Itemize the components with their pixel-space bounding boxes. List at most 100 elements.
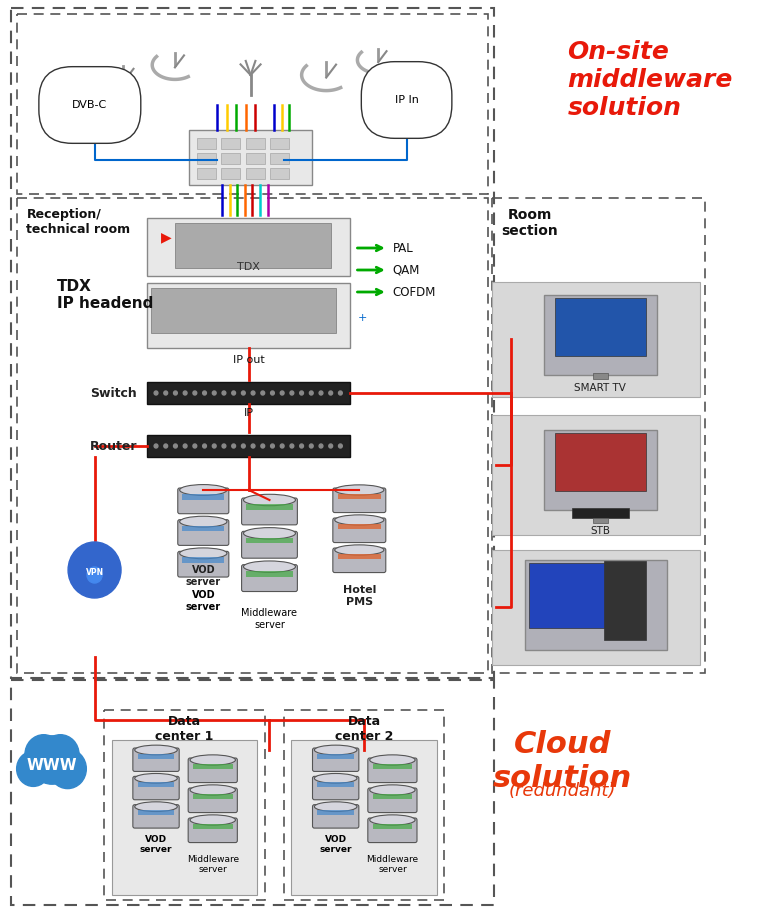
Text: Reception/
technical room: Reception/ technical room <box>27 208 131 236</box>
FancyBboxPatch shape <box>246 571 293 577</box>
FancyBboxPatch shape <box>178 552 229 577</box>
Ellipse shape <box>190 785 236 795</box>
Circle shape <box>261 391 264 395</box>
FancyBboxPatch shape <box>178 488 229 514</box>
FancyBboxPatch shape <box>133 776 179 799</box>
FancyBboxPatch shape <box>543 295 657 375</box>
Circle shape <box>280 391 284 395</box>
Circle shape <box>232 444 236 448</box>
Circle shape <box>338 391 342 395</box>
Circle shape <box>193 444 197 448</box>
FancyBboxPatch shape <box>133 748 179 772</box>
Ellipse shape <box>369 815 415 825</box>
Circle shape <box>309 391 313 395</box>
Text: Switch: Switch <box>90 387 137 400</box>
Circle shape <box>203 444 207 448</box>
FancyBboxPatch shape <box>492 282 700 397</box>
Ellipse shape <box>243 561 296 572</box>
FancyBboxPatch shape <box>372 794 412 799</box>
Ellipse shape <box>179 484 227 495</box>
FancyBboxPatch shape <box>368 758 417 783</box>
Text: ▶: ▶ <box>161 230 171 244</box>
Text: Middleware
server: Middleware server <box>366 855 419 874</box>
Circle shape <box>329 444 333 448</box>
FancyBboxPatch shape <box>271 153 290 164</box>
FancyBboxPatch shape <box>246 505 293 510</box>
Text: VPN: VPN <box>85 567 103 577</box>
Text: COFDM: COFDM <box>392 286 435 298</box>
FancyBboxPatch shape <box>337 524 381 529</box>
Text: Middleware
server: Middleware server <box>242 608 297 630</box>
Circle shape <box>17 752 50 787</box>
Circle shape <box>87 567 102 583</box>
Text: Room
section: Room section <box>501 208 558 239</box>
Ellipse shape <box>334 484 384 495</box>
FancyBboxPatch shape <box>317 810 354 815</box>
Text: On-site
middleware
solution: On-site middleware solution <box>567 40 733 120</box>
FancyBboxPatch shape <box>333 488 386 513</box>
FancyBboxPatch shape <box>147 435 350 457</box>
FancyBboxPatch shape <box>312 748 359 772</box>
Circle shape <box>319 444 323 448</box>
Ellipse shape <box>315 774 357 783</box>
FancyBboxPatch shape <box>312 776 359 799</box>
FancyBboxPatch shape <box>147 382 350 404</box>
FancyBboxPatch shape <box>556 433 646 491</box>
FancyBboxPatch shape <box>337 554 381 559</box>
Ellipse shape <box>334 545 384 555</box>
Ellipse shape <box>243 528 296 539</box>
Circle shape <box>290 391 294 395</box>
FancyBboxPatch shape <box>245 168 264 179</box>
Circle shape <box>212 444 216 448</box>
Text: SMART TV: SMART TV <box>575 383 626 393</box>
Circle shape <box>154 444 158 448</box>
FancyBboxPatch shape <box>242 565 297 591</box>
Circle shape <box>232 391 236 395</box>
FancyBboxPatch shape <box>182 494 224 499</box>
Ellipse shape <box>369 755 415 765</box>
FancyBboxPatch shape <box>593 373 608 379</box>
FancyBboxPatch shape <box>182 557 224 563</box>
FancyBboxPatch shape <box>368 788 417 812</box>
Text: TDX: TDX <box>237 262 260 272</box>
Text: VOD
server: VOD server <box>185 565 221 587</box>
FancyBboxPatch shape <box>245 138 264 149</box>
Circle shape <box>251 444 255 448</box>
FancyBboxPatch shape <box>138 782 175 787</box>
FancyBboxPatch shape <box>188 788 237 812</box>
FancyBboxPatch shape <box>492 550 700 665</box>
Text: IP: IP <box>244 408 254 418</box>
FancyBboxPatch shape <box>242 498 297 525</box>
Circle shape <box>222 444 226 448</box>
FancyBboxPatch shape <box>245 153 264 164</box>
FancyBboxPatch shape <box>151 288 336 333</box>
FancyBboxPatch shape <box>317 782 354 787</box>
FancyBboxPatch shape <box>221 138 240 149</box>
FancyBboxPatch shape <box>193 824 233 829</box>
FancyBboxPatch shape <box>147 283 350 348</box>
Text: Middleware
server: Middleware server <box>187 855 239 874</box>
FancyBboxPatch shape <box>528 563 609 628</box>
FancyBboxPatch shape <box>182 526 224 531</box>
Ellipse shape <box>315 802 357 811</box>
Text: +: + <box>357 313 367 323</box>
Ellipse shape <box>179 517 227 527</box>
Ellipse shape <box>135 745 177 755</box>
Ellipse shape <box>135 774 177 783</box>
Text: Hotel
PMS: Hotel PMS <box>343 585 376 607</box>
FancyBboxPatch shape <box>543 430 657 510</box>
FancyBboxPatch shape <box>368 818 417 843</box>
FancyBboxPatch shape <box>271 168 290 179</box>
Circle shape <box>309 444 313 448</box>
FancyBboxPatch shape <box>372 824 412 829</box>
FancyBboxPatch shape <box>189 130 312 185</box>
Text: QAM: QAM <box>392 263 420 276</box>
Text: Cloud
solution: Cloud solution <box>493 730 632 793</box>
Ellipse shape <box>315 745 357 755</box>
Ellipse shape <box>369 785 415 795</box>
Text: STB: STB <box>591 526 610 536</box>
Circle shape <box>299 391 303 395</box>
Ellipse shape <box>135 802 177 811</box>
FancyBboxPatch shape <box>193 764 233 769</box>
Circle shape <box>290 444 294 448</box>
